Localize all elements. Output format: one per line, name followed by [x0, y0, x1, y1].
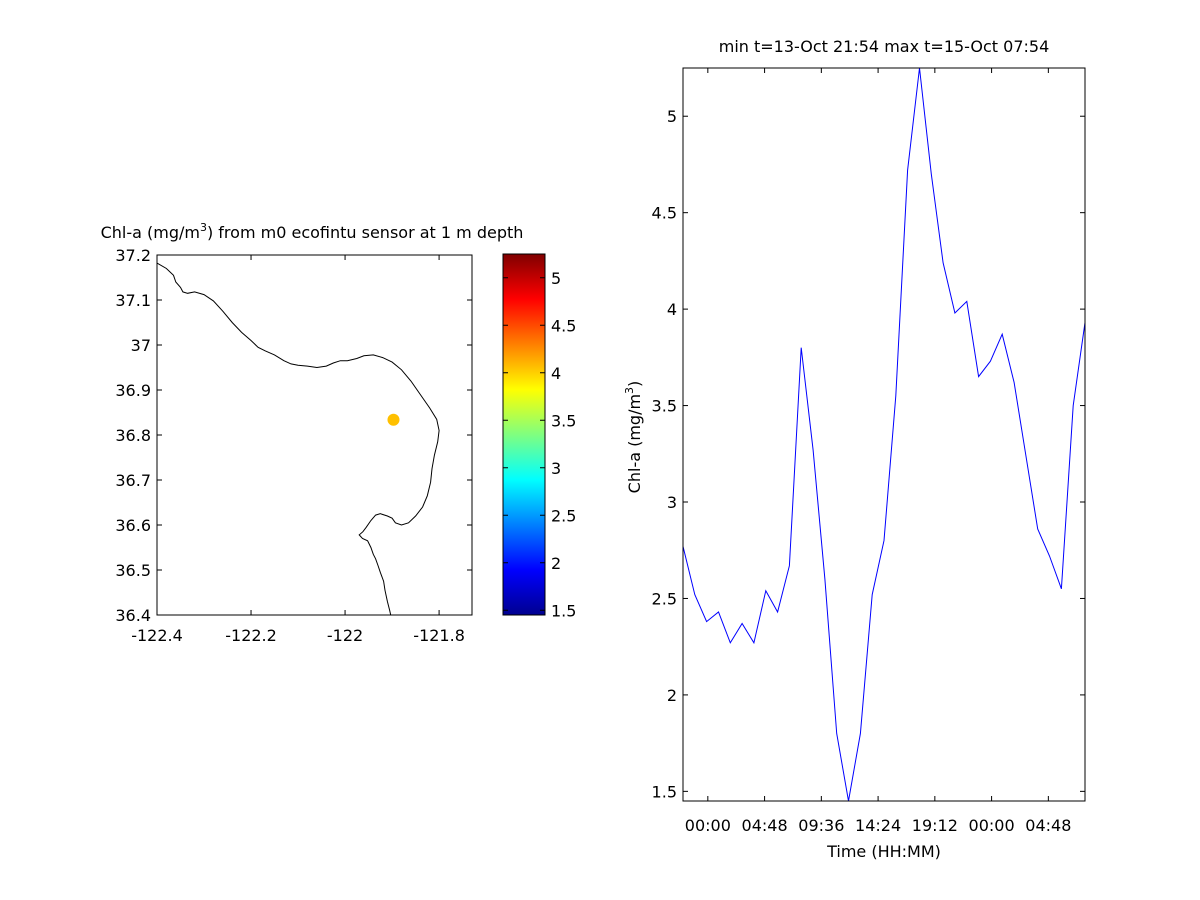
timeseries-ylabel: Chl-a (mg/m3): [623, 381, 644, 494]
map-xtick-label-1: -122.2: [225, 626, 277, 645]
map-axis-ticks: -122.4 -122.2 -122 -121.8 36.4 36.5 36.6 36.7 36…: [115, 246, 472, 645]
timeseries-title: min t=13-Oct 21:54 max t=15-Oct 07:54: [719, 37, 1050, 56]
colorbar-gradient: [502, 253, 546, 616]
ts-xtick-label-6: 04:48: [1025, 816, 1071, 835]
map-axes-frame: [156, 254, 473, 616]
map-ytick-label-2: 36.6: [115, 516, 151, 535]
ts-ytick-label-5: 4: [667, 300, 677, 319]
colorbar-ticks: 1.5 2 2.5 3 3.5 4 4.5 5: [503, 269, 576, 620]
timeseries-ylabel-prefix: Chl-a (mg/m: [625, 394, 644, 493]
ts-ytick-label-1: 2: [667, 686, 677, 705]
map-xtick-label-2: -122: [327, 626, 363, 645]
colorbar-tick-label-4: 3.5: [551, 411, 576, 430]
ts-xtick-label-4: 19:12: [912, 816, 958, 835]
timeseries-xlabel: Time (HH:MM): [826, 842, 941, 861]
map-ytick-label-3: 36.7: [115, 471, 151, 490]
coastline: [157, 262, 440, 615]
map-title-suffix: ) from m0 ecofintu sensor at 1 m depth: [207, 223, 523, 242]
ts-xtick-label-5: 00:00: [969, 816, 1015, 835]
ts-xtick-label-1: 04:48: [742, 816, 788, 835]
ts-ytick-label-6: 4.5: [652, 204, 677, 223]
ts-ytick-label-2: 2.5: [652, 589, 677, 608]
map-ytick-label-6: 37: [131, 336, 151, 355]
map-plot-area: [157, 262, 440, 615]
map-xtick-label-3: -121.8: [413, 626, 465, 645]
colorbar-tick-label-5: 4: [551, 364, 561, 383]
timeseries-ylabel-suffix: ): [625, 381, 644, 387]
colorbar-tick-label-3: 3: [551, 459, 561, 478]
map-ytick-label-7: 37.1: [115, 291, 151, 310]
ts-ytick-label-0: 1.5: [652, 782, 677, 801]
colorbar-tick-label-0: 1.5: [551, 601, 576, 620]
colorbar-tick-label-1: 2: [551, 554, 561, 573]
timeseries-axes-frame: [682, 67, 1086, 802]
map-title: Chl-a (mg/m3) from m0 ecofintu sensor at…: [101, 221, 524, 242]
map-panel: Chl-a (mg/m3) from m0 ecofintu sensor at…: [101, 221, 524, 645]
map-ytick-label-5: 36.9: [115, 381, 151, 400]
map-ytick-label-0: 36.4: [115, 606, 151, 625]
colorbar-tick-label-2: 2.5: [551, 506, 576, 525]
map-title-prefix: Chl-a (mg/m: [101, 223, 200, 242]
map-ytick-label-8: 37.2: [115, 246, 151, 265]
timeseries-plot-area: [683, 68, 1085, 801]
colorbar-panel: 1.5 2 2.5 3 3.5 4 4.5 5: [502, 253, 576, 620]
ts-xtick-label-3: 14:24: [855, 816, 901, 835]
timeseries-panel: min t=13-Oct 21:54 max t=15-Oct 07:54 00…: [623, 37, 1086, 861]
map-ytick-label-1: 36.5: [115, 561, 151, 580]
colorbar-tick-label-7: 5: [551, 269, 561, 288]
map-ytick-label-4: 36.8: [115, 426, 151, 445]
ts-xtick-label-2: 09:36: [798, 816, 844, 835]
map-title-sup: 3: [200, 221, 207, 234]
sensor-point-0: [387, 413, 400, 426]
series-line-0: [683, 68, 1085, 801]
colorbar-tick-label-6: 4.5: [551, 316, 576, 335]
ts-ytick-label-4: 3.5: [652, 397, 677, 416]
map-xtick-label-0: -122.4: [131, 626, 183, 645]
timeseries-axis-ticks: 00:00 04:48 09:36 14:24 19:12 00:00 04:48 1.5 2 2…: [652, 68, 1085, 835]
ts-ytick-label-3: 3: [667, 493, 677, 512]
timeseries-ylabel-sup: 3: [623, 387, 636, 394]
ts-ytick-label-7: 5: [667, 107, 677, 126]
ts-xtick-label-0: 00:00: [685, 816, 731, 835]
